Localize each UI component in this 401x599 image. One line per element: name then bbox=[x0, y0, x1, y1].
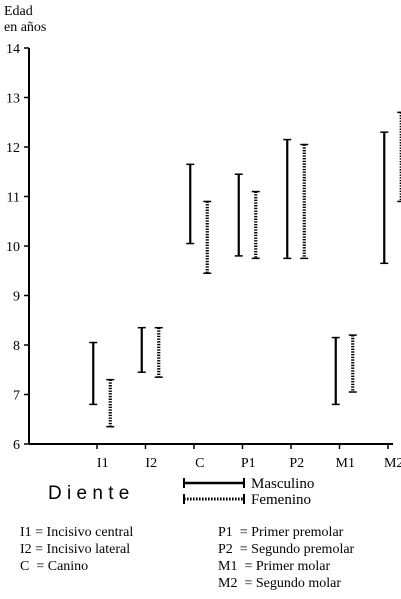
y-ticks: 6 7 8 9 10 11 12 13 14 bbox=[6, 42, 29, 453]
x-tick-label-i1: I1 bbox=[97, 456, 109, 471]
key-right-3: M2 = Segundo molar bbox=[218, 576, 341, 591]
x-ticks: I1 I2 C P1 P2 M1 M2 bbox=[96, 444, 401, 471]
y-tick-label: 13 bbox=[6, 92, 20, 107]
y-tick-label: 11 bbox=[7, 191, 20, 206]
range-femenino-m2 bbox=[397, 111, 401, 203]
y-axis-title-line1: Edad bbox=[4, 4, 33, 19]
range-masculino-p2 bbox=[283, 138, 292, 260]
legend-label-femenino: Femenino bbox=[251, 492, 311, 508]
key-right-1: P2 = Segundo premolar bbox=[218, 542, 355, 557]
range-masculino-p1 bbox=[234, 173, 243, 257]
range-masculino-m2 bbox=[380, 131, 389, 265]
range-masculino-i1 bbox=[89, 341, 98, 406]
legend-label-masculino: Masculino bbox=[251, 476, 314, 492]
legend: Masculino Femenino bbox=[183, 476, 314, 508]
x-axis-title: D i e n t e bbox=[48, 483, 129, 504]
y-tick-label: 10 bbox=[6, 240, 20, 255]
y-axis-title-line2: en años bbox=[4, 20, 46, 35]
range-masculino-i2 bbox=[137, 326, 146, 373]
range-femenino-m1 bbox=[348, 334, 357, 393]
range-femenino-i1 bbox=[106, 378, 115, 428]
x-tick-label-i2: I2 bbox=[145, 456, 157, 471]
key-left-2: C = Canino bbox=[20, 559, 88, 574]
y-tick-label: 7 bbox=[13, 389, 20, 404]
y-tick-label: 9 bbox=[13, 290, 20, 305]
legend-swatch-masculino bbox=[183, 478, 245, 488]
y-tick-label: 8 bbox=[13, 339, 20, 354]
key-right-0: P1 = Primer premolar bbox=[218, 525, 344, 540]
range-femenino-p1 bbox=[251, 190, 260, 260]
y-tick-label: 12 bbox=[6, 141, 20, 156]
x-tick-label-p1: P1 bbox=[241, 456, 256, 471]
range-masculino-c bbox=[186, 163, 195, 245]
x-tick-label-c: C bbox=[195, 456, 204, 471]
range-femenino-p2 bbox=[300, 143, 309, 260]
range-femenino-i2 bbox=[154, 326, 163, 378]
key-left-0: I1 = Incisivo central bbox=[20, 525, 133, 540]
y-tick-label: 6 bbox=[13, 438, 20, 453]
range-bars bbox=[89, 111, 401, 428]
x-tick-label-m2: M2 bbox=[384, 456, 401, 471]
range-masculino-m1 bbox=[331, 336, 340, 406]
range-femenino-c bbox=[203, 200, 212, 274]
x-tick-label-m1: M1 bbox=[336, 456, 355, 471]
y-tick-label: 14 bbox=[6, 42, 20, 57]
key-left-1: I2 = Incisivo lateral bbox=[20, 542, 130, 557]
x-tick-label-p2: P2 bbox=[289, 456, 304, 471]
abbreviation-key: I1 = Incisivo central I2 = Incisivo late… bbox=[20, 525, 355, 591]
legend-swatch-femenino bbox=[183, 494, 245, 504]
key-right-2: M1 = Primer molar bbox=[218, 559, 330, 574]
